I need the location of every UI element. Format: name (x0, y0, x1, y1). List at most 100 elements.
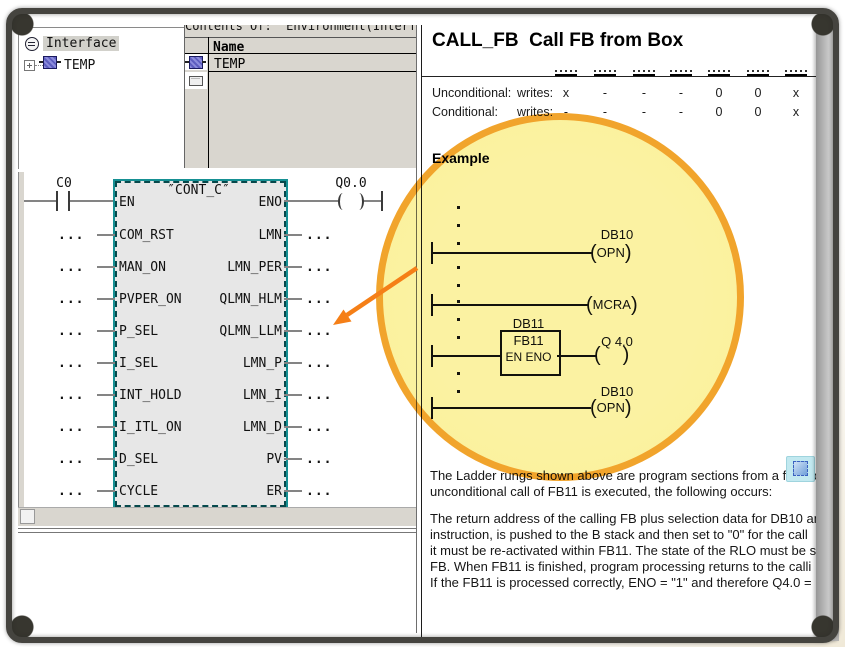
status-column-header-clipped (785, 66, 807, 76)
pin-output[interactable]: QLMN_LLM (219, 324, 282, 339)
operand-placeholder[interactable]: ... (58, 484, 85, 499)
operand-placeholder[interactable]: ... (58, 388, 85, 403)
temp-row-icon (189, 56, 203, 69)
coil-paren-left[interactable] (338, 193, 348, 210)
wire (284, 490, 302, 492)
row-gutter-2[interactable] (185, 72, 207, 89)
status-value: 0 (715, 86, 723, 100)
wire (97, 490, 115, 492)
operand-placeholder[interactable]: ... (58, 324, 85, 339)
operand-placeholder[interactable]: ... (306, 420, 333, 435)
operand-placeholder[interactable]: ... (306, 356, 333, 371)
chip-prong-left (185, 61, 189, 63)
pin-output[interactable]: LMN_P (242, 356, 282, 371)
wire (97, 426, 115, 428)
image-placeholder-icon (786, 456, 815, 482)
operand-placeholder[interactable]: ... (306, 292, 333, 307)
column-header-name[interactable]: Name (213, 40, 245, 55)
wire (284, 298, 302, 300)
contents-of-bar: Contents Of: Environment(Interfa (185, 25, 417, 38)
operand-placeholder[interactable]: ... (58, 260, 85, 275)
wire (97, 458, 115, 460)
pin-input[interactable]: MAN_ON (119, 260, 166, 275)
row-gutter-1[interactable] (185, 54, 207, 70)
pin-input[interactable]: I_SEL (119, 356, 159, 371)
wire (284, 426, 302, 428)
declaration-table-pane: Contents Of: Environment(Interfa Name TE… (184, 25, 417, 168)
table-gutter-divider (208, 37, 209, 168)
pin-output[interactable]: LMN (258, 228, 282, 243)
editor-window-bottom-border (18, 528, 416, 533)
interface-icon (25, 36, 39, 51)
wire (97, 394, 115, 396)
horizontal-scrollbar[interactable] (18, 507, 416, 526)
status-value: - (641, 105, 647, 119)
pin-input[interactable]: P_SEL (119, 324, 159, 339)
empty-declaration-icon (189, 76, 203, 86)
pin-output[interactable]: ER (266, 484, 282, 499)
right-rail-tick (381, 191, 383, 211)
pin-input[interactable]: COM_RST (119, 228, 174, 243)
tree-item-label: TEMP (64, 57, 96, 73)
wire (70, 200, 115, 202)
operand-placeholder[interactable]: ... (306, 484, 333, 499)
wire (364, 200, 381, 202)
status-value: - (602, 86, 608, 100)
contact-address-label: C0 (56, 176, 72, 191)
operand-placeholder[interactable]: ... (306, 324, 333, 339)
pin-output[interactable]: LMN_D (242, 420, 282, 435)
status-column-header-clipped (747, 66, 769, 76)
scrollbar-thumb[interactable] (20, 509, 35, 524)
pin-eno[interactable]: ENO (258, 195, 282, 210)
operand-placeholder[interactable]: ... (306, 388, 333, 403)
magnifier-highlight-circle (376, 113, 744, 481)
wire (97, 330, 115, 332)
pin-output[interactable]: LMN_PER (227, 260, 282, 275)
wire (284, 234, 302, 236)
chip-prong-left (39, 61, 43, 63)
wire (24, 200, 56, 202)
chip-prong-right (57, 61, 61, 63)
status-table-rule (422, 76, 838, 77)
pin-input[interactable]: PVPER_ON (119, 292, 182, 307)
help-paragraph-line: The Ladder rungs shown above are program… (430, 468, 821, 483)
header-underline (185, 53, 417, 54)
pin-en[interactable]: EN (119, 195, 135, 210)
wire (97, 266, 115, 268)
status-row-verb: writes: (517, 86, 554, 100)
tree-expand-icon[interactable] (24, 59, 35, 71)
operand-placeholder[interactable]: ... (58, 356, 85, 371)
variable-declaration-tree-pane: Interface TEMP (18, 27, 185, 169)
status-value: - (678, 86, 684, 100)
operand-placeholder[interactable]: ... (58, 452, 85, 467)
status-column-header-clipped (555, 66, 577, 76)
status-value: - (641, 86, 647, 100)
pin-output[interactable]: PV (266, 452, 282, 467)
operand-placeholder[interactable]: ... (58, 228, 85, 243)
tree-item-temp[interactable]: TEMP (24, 56, 95, 74)
status-column-header-clipped (670, 66, 692, 76)
coil-paren-right[interactable] (354, 193, 364, 210)
wire (97, 298, 115, 300)
operand-placeholder[interactable]: ... (58, 420, 85, 435)
temp-declaration-icon (43, 56, 57, 69)
pin-input[interactable]: INT_HOLD (119, 388, 182, 403)
pin-output[interactable]: QLMN_HLM (219, 292, 282, 307)
status-column-header-clipped (594, 66, 616, 76)
pin-output[interactable]: LMN_I (242, 388, 282, 403)
operand-placeholder[interactable]: ... (306, 260, 333, 275)
operand-placeholder[interactable]: ... (306, 452, 333, 467)
help-paragraph-line: instruction, is pushed to the B stack an… (430, 527, 808, 542)
operand-placeholder[interactable]: ... (58, 292, 85, 307)
pin-input[interactable]: D_SEL (119, 452, 159, 467)
pin-input[interactable]: CYCLE (119, 484, 159, 499)
tree-item-interface[interactable]: Interface (25, 36, 120, 51)
tree-item-label: Interface (43, 36, 120, 51)
operand-placeholder[interactable]: ... (306, 228, 333, 243)
contact-bar-left[interactable] (56, 191, 58, 211)
status-value: 0 (754, 105, 762, 119)
status-value: 0 (715, 105, 723, 119)
tree-connector (35, 64, 43, 66)
pin-input[interactable]: I_ITL_ON (119, 420, 182, 435)
